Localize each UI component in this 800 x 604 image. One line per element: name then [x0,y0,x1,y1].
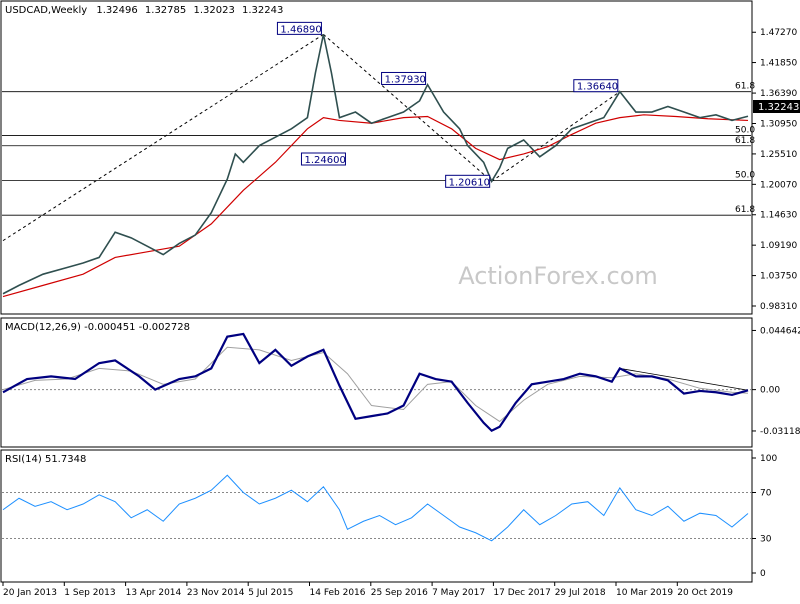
x-axis-ticks: 20 Jan 2013 1 Sep 2013 13 Apr 2014 23 Nov 2… [2,582,733,598]
macd-trend-line [619,368,749,391]
y-axis-ticks: 1.47270 1.41850 1.36390 1.30950 1.25510 1.200… [752,28,800,579]
rsi-ytick-label: 100 [760,454,777,464]
pivot-label-box [300,152,346,166]
watermark: ActionForex.com [458,262,658,290]
xtick-label: 20 Oct 2019 [677,588,733,598]
reference-lines [2,33,751,539]
macd-panel-frame [0,317,753,448]
macd-ytick-label: -0.031183 [760,427,800,437]
xtick-label: 1 Sep 2013 [64,588,115,598]
price-ytick-label: 1.20070 [760,180,797,190]
price-ytick-label: 1.09190 [760,241,797,251]
xtick-label: 25 Sep 2016 [371,588,428,598]
pivot-label-box [276,21,322,35]
price-line [2,34,749,295]
price-ytick-label: 1.25510 [760,150,797,160]
price-open: 1.32496 [96,5,137,16]
fib-label: 61.8 [735,82,755,92]
price-high: 1.32785 [145,5,186,16]
last-price-badge [753,100,800,113]
xtick-label: 7 May 2017 [432,588,485,598]
pivot-label: 1.36640 [577,82,618,93]
rsi-panel-frame [0,449,753,583]
xtick-label: 5 Jul 2015 [248,588,293,598]
price-ytick-label: 1.14630 [760,211,797,221]
xtick-label: 17 Dec 2017 [493,588,551,598]
macd-line [2,332,749,433]
macd-signal-line [2,346,749,423]
price-low: 1.32023 [193,5,234,16]
xtick-label: 10 Mar 2019 [616,588,673,598]
fib-label: 50.0 [735,126,755,136]
series-lines [2,34,749,542]
pivot-label-box [573,79,619,93]
pivot-label: 1.46890 [280,24,321,35]
rsi-ytick-label: 30 [760,535,772,545]
xtick-label: 13 Apr 2014 [126,588,182,598]
fib-label: 61.8 [735,136,755,146]
moving-average-line [2,114,749,298]
price-close: 1.32243 [242,5,283,16]
chart-labels: 61.850.061.850.061.81.468901.379301.3664… [276,21,755,215]
price-ytick-label: 1.47270 [760,28,797,38]
trend-dotted-line [323,33,492,182]
macd-title: MACD(12,26,9) -0.000451 -0.002728 [5,322,190,333]
rsi-line [2,474,749,542]
price-ytick-label: 1.36390 [760,89,797,99]
fib-label: 61.8 [735,205,755,215]
xtick-label: 14 Feb 2016 [310,588,366,598]
trend-dotted-line [491,91,621,182]
price-ytick-label: 1.03750 [760,272,797,282]
pivot-label-box [381,71,427,85]
pivot-label: 1.24600 [304,155,345,166]
macd-ytick-label: 0.00 [760,386,780,396]
pivot-label: 1.20610 [449,177,490,188]
price-title: USDCAD,Weekly 1.32496 1.32785 1.32023 1.… [5,5,283,16]
price-panel-frame [0,0,753,315]
price-ytick-label: 0.98310 [760,302,797,312]
xtick-label: 23 Nov 2014 [187,588,245,598]
macd-ytick-label: 0.044642 [760,326,800,336]
xtick-label: 29 Jul 2018 [555,588,606,598]
rsi-ytick-label: 70 [760,489,772,499]
price-title-symbol: USDCAD,Weekly [5,5,87,16]
price-ytick-label: 1.30950 [760,119,797,129]
pivot-label: 1.37930 [385,74,426,85]
price-ytick-label: 1.41850 [760,59,797,69]
rsi-title: RSI(14) 51.7348 [5,454,86,465]
rsi-ytick-label: 0 [760,569,766,579]
last-price-label: 1.32243 [758,102,799,113]
fib-label: 50.0 [735,171,755,181]
pivot-label-box [445,174,491,188]
xtick-label: 20 Jan 2013 [3,588,57,598]
